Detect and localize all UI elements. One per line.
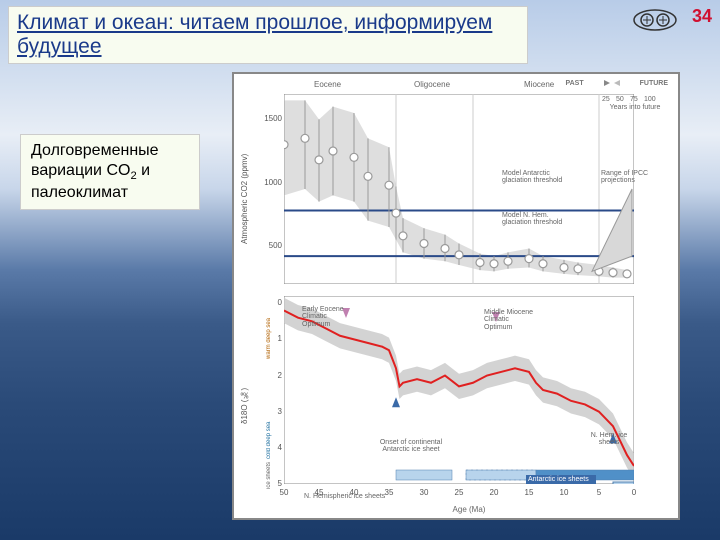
past-future-arrows: PAST FUTURE [565, 78, 668, 88]
nhem-ice-label: N. Hem. ice sheets [586, 432, 632, 447]
miocene-optimum-label: Middle Miocene Climatic Optimum [484, 309, 539, 331]
future-label: FUTURE [640, 80, 668, 87]
future-tick: 75 [630, 96, 638, 103]
co2-y-label: Atmospheric CO2 (ppmv) [240, 134, 249, 244]
future-tick: 50 [616, 96, 624, 103]
age-tick: 40 [344, 488, 364, 497]
age-tick: 20 [484, 488, 504, 497]
d18o-tick: 2 [254, 371, 282, 380]
co2-tick: 1000 [254, 178, 282, 187]
ice-sheets-label: ice sheets [266, 459, 272, 489]
x-axis-label: Age (Ma) [444, 506, 494, 514]
antarctic-threshold-label: Model Antarctic glaciation threshold [502, 170, 572, 185]
future-years-label: Years into future [604, 104, 666, 111]
d18o-tick: 0 [254, 298, 282, 307]
slide-title: Климат и океан: читаем прошлое, информир… [8, 6, 528, 64]
era-miocene: Miocene [524, 80, 554, 89]
age-tick: 15 [519, 488, 539, 497]
age-tick: 25 [449, 488, 469, 497]
age-tick: 50 [274, 488, 294, 497]
future-tick: 25 [602, 96, 610, 103]
future-tick: 100 [644, 96, 656, 103]
logo-icon [632, 8, 678, 32]
co2-tick: 1500 [254, 114, 282, 123]
warm-sea-label: warm deep sea [266, 309, 272, 359]
antarctic-sheets-label: Antarctic ice sheets [526, 475, 596, 484]
paleoclimate-chart: Eocene Oligocene Miocene PAST FUTURE Atm… [232, 72, 680, 520]
age-tick: 0 [624, 488, 644, 497]
slide-subtitle: Долговременные вариации CO2 и палеоклима… [20, 134, 200, 210]
age-tick: 45 [309, 488, 329, 497]
age-tick: 10 [554, 488, 574, 497]
antarctic-onset-label: Onset of continental Antarctic ice sheet [376, 439, 446, 454]
nhem-threshold-label: Model N. Hem. glaciation threshold [502, 212, 572, 227]
era-oligocene: Oligocene [414, 80, 450, 89]
age-tick: 30 [414, 488, 434, 497]
age-tick: 5 [589, 488, 609, 497]
cold-sea-label: cold deep sea [266, 409, 272, 459]
age-tick: 35 [379, 488, 399, 497]
eocene-optimum-label: Early Eocene Climatic Optimum [302, 306, 352, 328]
d18o-y-label: δ18O (‰) [240, 354, 249, 424]
co2-tick: 500 [254, 241, 282, 250]
past-label: PAST [565, 80, 583, 87]
ipcc-label: Range of IPCC projections [601, 170, 659, 185]
page-number: 34 [692, 6, 712, 27]
era-eocene: Eocene [314, 80, 341, 89]
co2-panel [284, 94, 634, 284]
